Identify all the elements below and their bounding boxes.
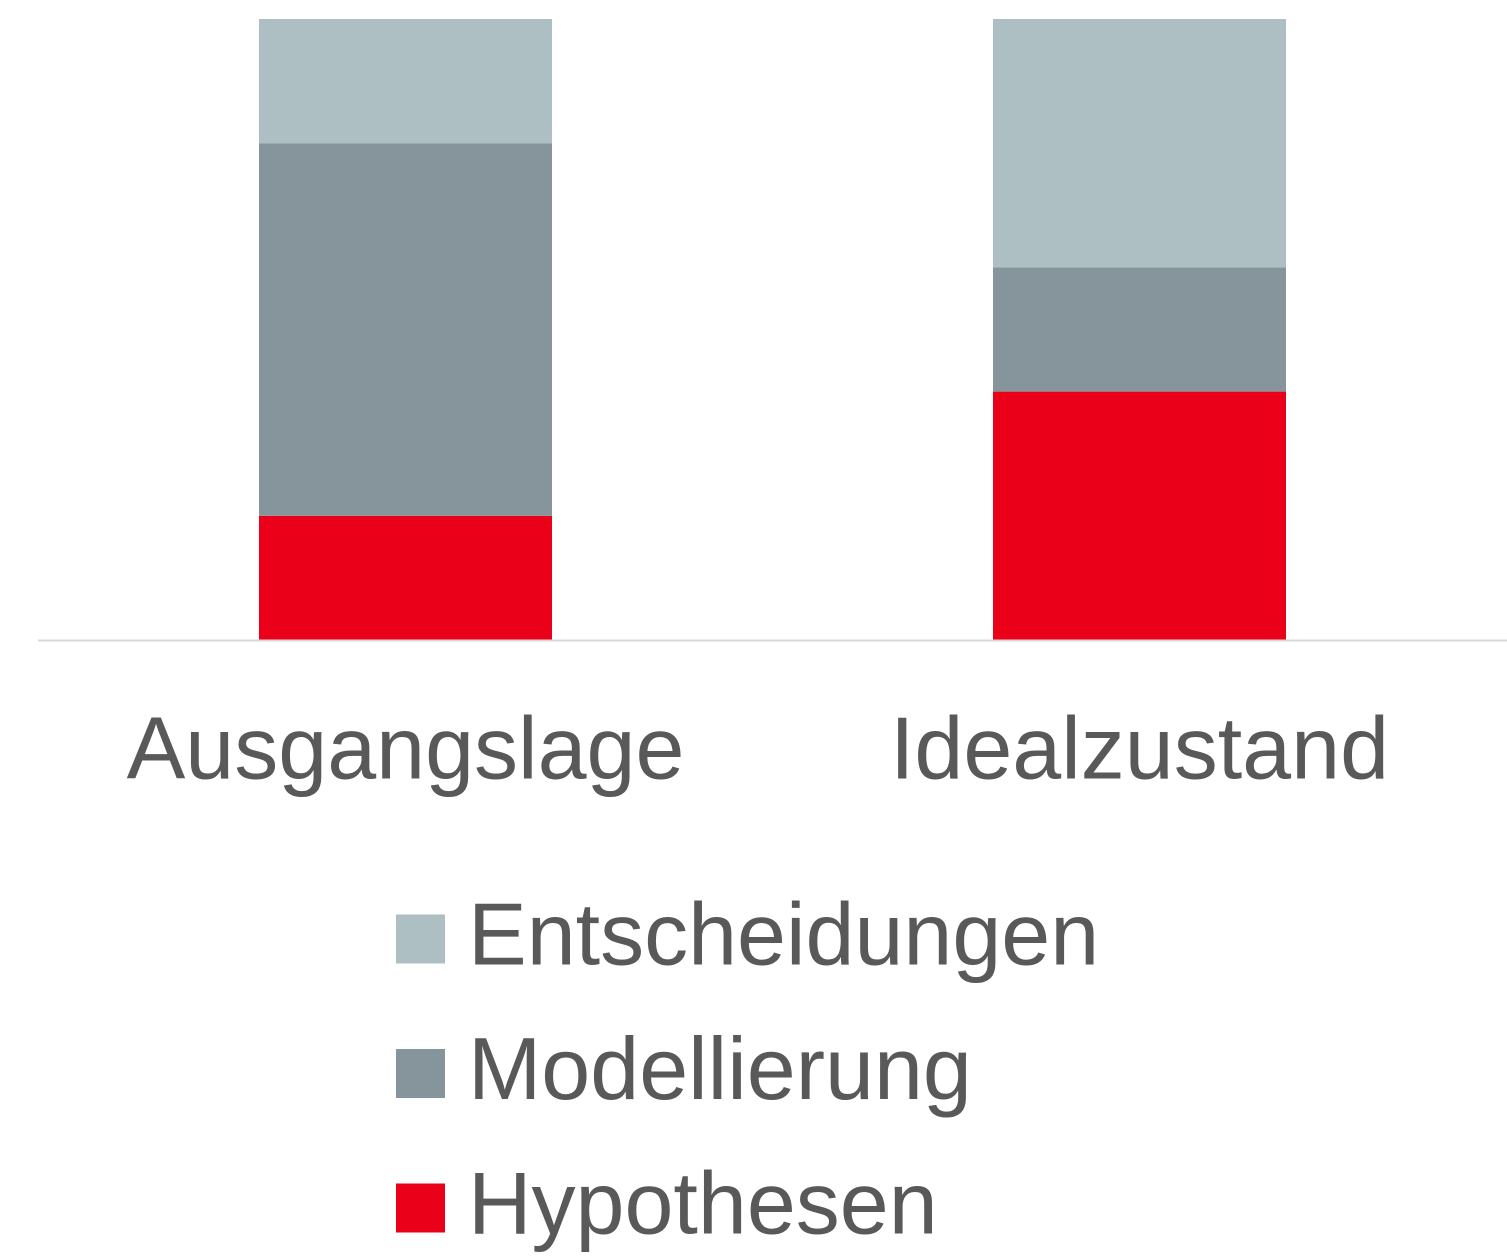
bar-segment [259, 143, 552, 516]
bar-segment [993, 267, 1286, 392]
bar-segment [259, 19, 552, 144]
bar-segment [259, 515, 552, 640]
bar-segment [993, 19, 1286, 268]
legend-label: Modellierung [468, 1019, 972, 1118]
legend-swatch [396, 1183, 445, 1233]
legend-label: Entscheidungen [468, 884, 1099, 983]
bar-segment [993, 391, 1286, 640]
legend-swatch [396, 1049, 445, 1098]
x-tick-label: Idealzustand [890, 698, 1389, 797]
legend-label: Hypothesen [468, 1153, 938, 1252]
legend-swatch [396, 914, 445, 964]
x-tick-label: Ausgangslage [127, 698, 685, 797]
